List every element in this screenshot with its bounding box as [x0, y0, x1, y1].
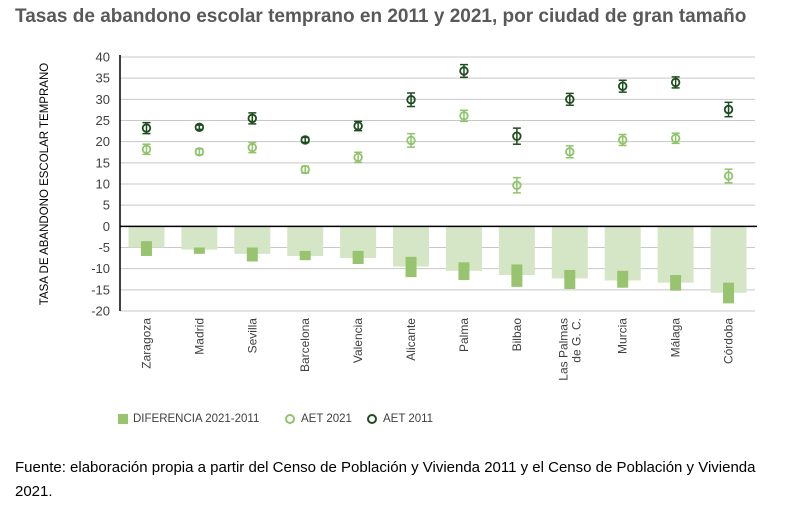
legend-label: DIFERENCIA 2021-2011	[133, 413, 260, 425]
point-2021	[512, 180, 522, 190]
x-tick-label: Palma	[457, 318, 471, 352]
legend-label: AET 2021	[301, 413, 352, 425]
y-tick-label: 10	[96, 177, 110, 192]
y-tick-label: -5	[98, 240, 110, 255]
x-tick-label: Zaragoza	[139, 318, 153, 369]
diff-ci-bar	[723, 282, 735, 304]
y-tick-label: -10	[91, 261, 110, 276]
diff-ci-bar	[246, 247, 258, 262]
legend-swatch	[118, 414, 128, 424]
x-tick-label: de G. C.	[569, 318, 583, 363]
point-2021	[353, 152, 363, 163]
x-tick-label: Córdoba	[722, 318, 736, 364]
y-tick-label: 35	[96, 71, 110, 86]
diff-ci-bar	[617, 270, 629, 288]
legend-diff: DIFERENCIA 2021-2011	[118, 413, 259, 425]
diff-ci-bar	[352, 250, 364, 265]
point-2011	[141, 123, 152, 133]
diff-ci-bar	[140, 241, 152, 256]
y-tick-label: 30	[96, 92, 110, 107]
y-tick-label: 0	[103, 219, 110, 234]
diff-ci-bar	[564, 269, 576, 289]
x-tick-label: Madrid	[192, 318, 206, 355]
chart: 40 35 30 25 20 15 10 5 0 -5 -10 -15 -20 Zaragoza Madri…	[39, 50, 757, 381]
point-2021	[723, 171, 734, 181]
diff-ci-bar	[670, 275, 682, 291]
x-tick-label: Málaga	[669, 318, 683, 358]
point-2021	[300, 164, 310, 175]
y-axis-label: TASA DE ABANDONO ESCOLAR TEMPRANO	[39, 63, 51, 305]
x-tick-label: Las Palmas	[556, 318, 570, 381]
diff-bar	[181, 226, 218, 250]
point-2011	[406, 95, 416, 105]
chart-title: Tasas de abandono escolar temprano en 20…	[15, 6, 747, 27]
point-2011	[353, 121, 363, 131]
point-2021	[194, 147, 205, 157]
diff-ci-bar	[458, 262, 470, 281]
diff-ci-bar	[193, 247, 205, 254]
point-2021	[247, 142, 257, 153]
diff-ci-bar	[511, 264, 523, 287]
point-2011	[459, 66, 469, 76]
point-2021	[670, 133, 681, 143]
y-tick-label: 20	[96, 134, 110, 149]
y-tick-label: 15	[96, 155, 110, 170]
diff-bar	[657, 226, 694, 283]
diff-bar	[128, 226, 165, 248]
y-tick-label: 25	[96, 113, 110, 128]
point-2021	[141, 144, 152, 154]
legend-marker	[367, 414, 377, 424]
x-tick-label: Barcelona	[298, 318, 312, 372]
point-2011	[300, 135, 310, 145]
point-2011	[512, 131, 522, 141]
point-2011	[565, 94, 575, 105]
legend-marker	[285, 414, 295, 424]
point-2011	[247, 113, 257, 124]
point-2021	[459, 111, 469, 121]
diff-bar	[551, 226, 588, 279]
y-tick-label: 5	[103, 198, 110, 213]
point-2021	[618, 135, 628, 145]
y-tick-label: -15	[91, 282, 110, 297]
point-2011	[194, 122, 205, 132]
source-note: Fuente: elaboración propia a partir del …	[15, 459, 756, 500]
point-2021	[406, 135, 416, 146]
point-2021	[565, 147, 575, 157]
point-2011	[618, 81, 628, 91]
diff-ci-bar	[299, 250, 311, 261]
y-tick-label: 40	[96, 50, 110, 65]
point-2011	[723, 104, 734, 115]
legend-label: AET 2011	[383, 413, 434, 425]
y-tick-label: -20	[91, 304, 110, 319]
x-tick-label: Murcia	[616, 318, 630, 354]
x-tick-label: Valencia	[351, 318, 365, 363]
x-tick-label: Alicante	[404, 318, 418, 361]
diff-ci-bar	[405, 256, 417, 278]
point-2011	[670, 77, 681, 88]
legend-2021: AET 2021	[285, 413, 352, 425]
diff-bar	[710, 226, 747, 293]
legend-2011: AET 2011	[367, 413, 433, 425]
x-tick-label: Bilbao	[510, 318, 524, 352]
x-tick-label: Sevilla	[245, 318, 259, 354]
